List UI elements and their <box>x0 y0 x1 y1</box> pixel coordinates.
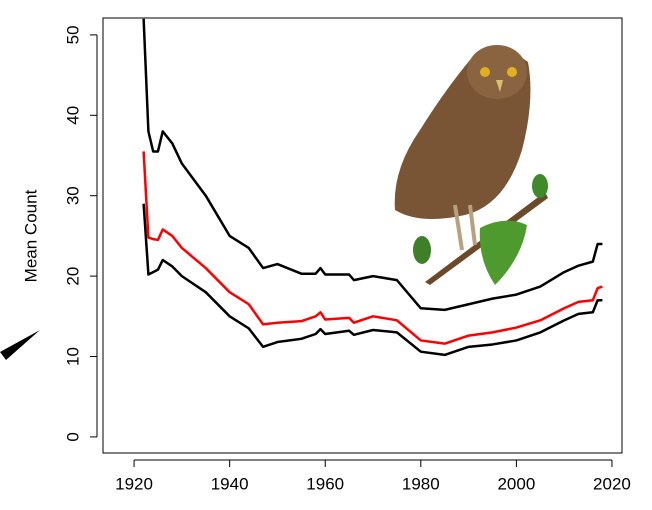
series-line <box>142 203 603 357</box>
series-line <box>142 18 603 312</box>
pointer-wedge <box>0 330 40 360</box>
y-tick-label: 50 <box>63 25 82 44</box>
x-tick-label: 1920 <box>115 474 153 493</box>
y-tick-label: 10 <box>63 347 82 366</box>
y-tick-label: 20 <box>63 267 82 286</box>
plot-area <box>142 18 603 357</box>
owl-image <box>394 45 548 285</box>
x-tick-label: 2020 <box>593 474 631 493</box>
series-line <box>142 151 603 345</box>
y-axis-label: Mean Count <box>21 189 40 282</box>
x-tick-label: 1940 <box>211 474 249 493</box>
y-tick-label: 40 <box>63 106 82 125</box>
plot-box <box>102 17 623 454</box>
x-tick-label: 2000 <box>497 474 535 493</box>
x-tick-label: 1980 <box>402 474 440 493</box>
y-tick-label: 0 <box>63 432 82 441</box>
x-tick-label: 1960 <box>306 474 344 493</box>
y-tick-label: 30 <box>63 186 82 205</box>
